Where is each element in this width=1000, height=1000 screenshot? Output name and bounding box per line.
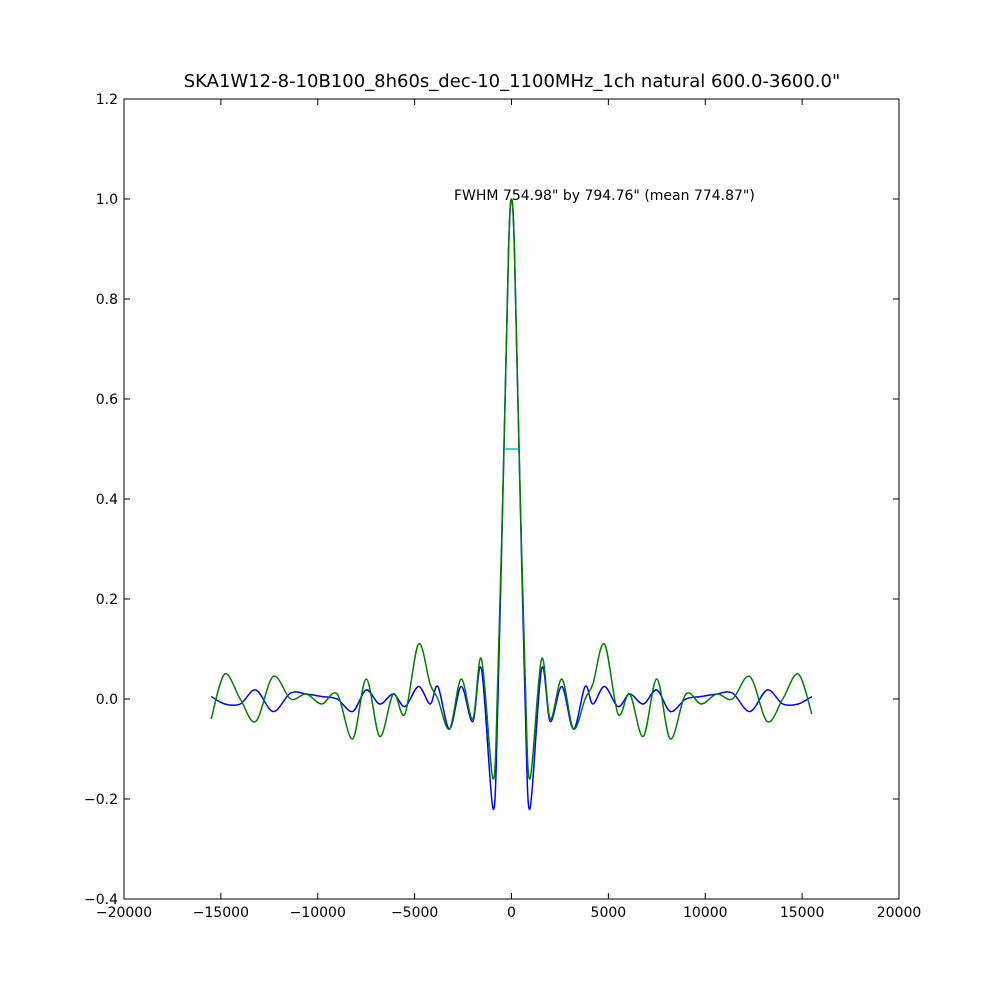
x-tick-label: 10000: [683, 905, 728, 921]
y-tick-label: −0.2: [84, 792, 118, 808]
x-tick-label: 5000: [591, 905, 627, 921]
y-tick-label: 1.2: [96, 92, 118, 108]
y-tick-label: 0.0: [96, 692, 118, 708]
x-tick-label: −20000: [96, 905, 152, 921]
series-line: [210, 198, 813, 780]
y-tick-label: 1.0: [96, 192, 118, 208]
x-tick-label: 20000: [877, 905, 922, 921]
x-tick-label: −10000: [290, 905, 346, 921]
annotation: FWHM 754.98" by 794.76" (mean 774.87"): [454, 188, 755, 204]
x-tick-label: −15000: [193, 905, 249, 921]
y-tick-label: 0.6: [96, 392, 118, 408]
y-tick-label: 0.4: [96, 492, 118, 508]
y-tick-label: 0.2: [96, 592, 118, 608]
chart-title: SKA1W12-8-10B100_8h60s_dec-10_1100MHz_1c…: [184, 71, 841, 92]
y-tick-label: −0.4: [84, 892, 118, 908]
plot-frame: [123, 98, 900, 900]
y-tick-label: 0.8: [96, 292, 118, 308]
x-tick-label: −5000: [391, 905, 438, 921]
x-tick-label: 0: [507, 905, 516, 921]
x-tick-label: 15000: [780, 905, 825, 921]
series-line: [210, 198, 813, 810]
